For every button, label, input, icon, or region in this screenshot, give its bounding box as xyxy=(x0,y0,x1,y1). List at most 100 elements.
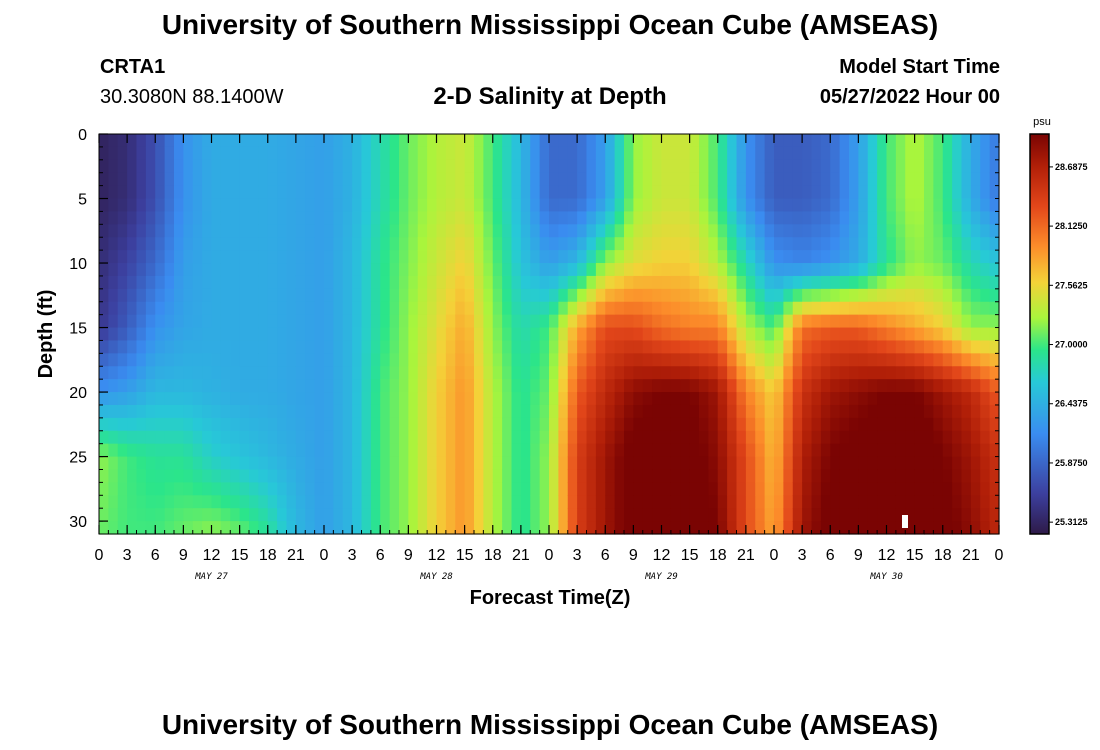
x-tick-label: 0 xyxy=(95,547,104,564)
model-start-value: 05/27/2022 Hour 00 xyxy=(819,86,1000,108)
heatmap-cell xyxy=(192,275,203,290)
heatmap-cell xyxy=(624,275,634,290)
heatmap-cell xyxy=(980,224,991,238)
heatmap-cell xyxy=(324,392,334,406)
heatmap-cell xyxy=(839,263,850,277)
heatmap-cell xyxy=(399,211,409,225)
heatmap-cell xyxy=(624,366,634,380)
heatmap-cell xyxy=(464,340,475,354)
heatmap-cell xyxy=(886,482,897,496)
heatmap-cell xyxy=(192,314,203,329)
heatmap-cell xyxy=(230,482,241,496)
heatmap-cell xyxy=(99,417,109,432)
heatmap-cell xyxy=(230,443,241,458)
heatmap-cell xyxy=(614,185,625,200)
heatmap-cell xyxy=(389,301,400,316)
heatmap-cell xyxy=(427,340,438,354)
heatmap-cell xyxy=(258,198,269,213)
heatmap-cell xyxy=(624,353,634,367)
heatmap-cell xyxy=(370,404,381,419)
heatmap-cell xyxy=(455,456,466,471)
heatmap-cell xyxy=(445,327,456,342)
heatmap-cell xyxy=(905,301,916,316)
heatmap-cell xyxy=(577,198,588,213)
heatmap-cell xyxy=(886,146,897,161)
heatmap-cell xyxy=(502,392,513,406)
heatmap-cell xyxy=(858,288,869,303)
heatmap-cell xyxy=(539,263,550,277)
heatmap-cell xyxy=(136,456,147,471)
heatmap-cell xyxy=(895,134,906,148)
heatmap-cell xyxy=(389,224,400,238)
heatmap-cell xyxy=(558,211,569,225)
heatmap-cell xyxy=(764,250,775,264)
heatmap-cell xyxy=(249,263,259,277)
heatmap-cell xyxy=(530,301,541,316)
heatmap-cell xyxy=(211,443,222,458)
heatmap-cell xyxy=(145,237,156,251)
heatmap-cell xyxy=(417,314,428,329)
heatmap-cell xyxy=(586,379,597,393)
heatmap-cell xyxy=(314,482,325,496)
heatmap-cell xyxy=(127,314,138,329)
heatmap-cell xyxy=(877,482,888,496)
heatmap-cell xyxy=(399,224,409,238)
heatmap-cell xyxy=(680,443,691,458)
heatmap-cell xyxy=(699,237,709,251)
heatmap-cell xyxy=(389,198,400,213)
heatmap-cell xyxy=(520,159,531,174)
heatmap-cell xyxy=(989,237,1000,251)
heatmap-cell xyxy=(877,404,888,419)
heatmap-cell xyxy=(511,379,522,393)
heatmap-cell xyxy=(736,275,747,290)
heatmap-cell xyxy=(914,430,925,445)
heatmap-cell xyxy=(614,237,625,251)
heatmap-cell xyxy=(680,353,691,367)
heatmap-cell xyxy=(108,366,119,380)
heatmap-cell xyxy=(230,301,241,316)
heatmap-cell xyxy=(333,198,344,213)
heatmap-cell xyxy=(614,146,625,161)
heatmap-cell xyxy=(239,482,250,496)
heatmap-cell xyxy=(586,172,597,187)
heatmap-cell xyxy=(305,495,316,509)
heatmap-cell xyxy=(492,482,503,496)
heatmap-cell xyxy=(155,469,166,483)
heatmap-cell xyxy=(389,392,400,406)
heatmap-cell xyxy=(858,404,869,419)
heatmap-cell xyxy=(417,185,428,200)
heatmap-cell xyxy=(680,314,691,329)
heatmap-cell xyxy=(174,404,184,419)
heatmap-cell xyxy=(342,417,353,432)
heatmap-cell xyxy=(680,263,691,277)
heatmap-cell xyxy=(614,314,625,329)
heatmap-cell xyxy=(342,250,353,264)
heatmap-cell xyxy=(145,263,156,277)
heatmap-cell xyxy=(970,134,981,148)
heatmap-cell xyxy=(352,211,363,225)
heatmap-cell xyxy=(661,211,672,225)
heatmap-cell xyxy=(586,495,597,509)
x-tick-label: 9 xyxy=(854,547,863,564)
heatmap-cell xyxy=(539,185,550,200)
heatmap-cell xyxy=(202,327,213,342)
heatmap-cell xyxy=(914,185,925,200)
heatmap-cell xyxy=(324,263,334,277)
heatmap-cell xyxy=(689,404,700,419)
heatmap-cell xyxy=(577,443,588,458)
heatmap-cell xyxy=(830,327,841,342)
heatmap-cell xyxy=(680,159,691,174)
heatmap-cell xyxy=(586,198,597,213)
heatmap-cell xyxy=(867,263,878,277)
x-tick-label: 21 xyxy=(737,547,755,564)
heatmap-cell xyxy=(642,237,653,251)
heatmap-cell xyxy=(211,456,222,471)
heatmap-cell xyxy=(202,443,213,458)
heatmap-cell xyxy=(286,172,297,187)
heatmap-cell xyxy=(295,353,306,367)
heatmap-cell xyxy=(145,146,156,161)
heatmap-cell xyxy=(249,288,259,303)
heatmap-cell xyxy=(867,430,878,445)
heatmap-cell xyxy=(605,340,616,354)
heatmap-cell xyxy=(492,172,503,187)
